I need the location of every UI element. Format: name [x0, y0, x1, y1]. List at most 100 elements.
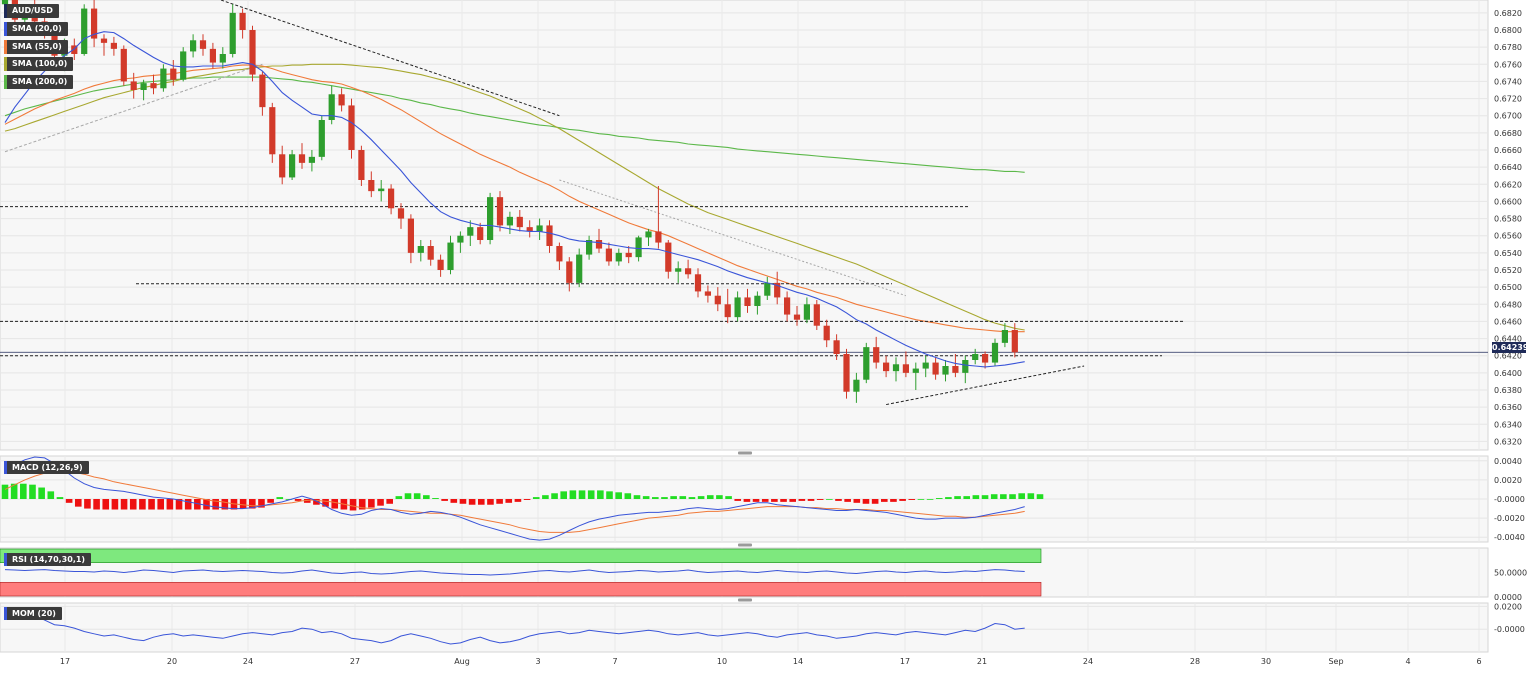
instrument-swatch	[4, 4, 7, 18]
candle-body	[160, 68, 167, 89]
macd-histogram-bar	[734, 499, 742, 501]
x-tick-label: 17	[900, 657, 910, 666]
candle-body	[942, 366, 949, 375]
macd-histogram-bar	[38, 487, 45, 499]
x-tick-label: 3	[535, 657, 540, 666]
macd-tick-label: -0.0020	[1494, 514, 1525, 523]
candle-body	[803, 304, 810, 320]
macd-histogram-bar	[798, 499, 806, 501]
macd-histogram-bar	[615, 492, 622, 499]
candle-body	[140, 83, 147, 90]
pane-separator-handle-1[interactable]	[738, 543, 752, 547]
macd-histogram-bar	[358, 499, 366, 510]
macd-histogram-bar	[761, 499, 769, 502]
candle-body	[427, 246, 434, 260]
macd-histogram-bar	[139, 499, 146, 510]
candle-body	[150, 83, 157, 89]
sma100-label: SMA (100,0)	[12, 59, 68, 68]
macd-histogram-bar	[697, 496, 705, 499]
rsi-tag[interactable]: RSI (14,70,30,1)	[4, 553, 92, 566]
x-tick-label: Aug	[454, 657, 470, 666]
macd-histogram-bar	[505, 499, 513, 503]
candle-body	[902, 364, 909, 373]
macd-histogram-bar	[569, 490, 577, 499]
macd-histogram-bar	[166, 499, 174, 510]
macd-histogram-bar	[377, 499, 384, 506]
macd-histogram-bar	[395, 496, 403, 499]
candle-body	[496, 197, 504, 226]
candle-body	[566, 261, 573, 283]
macd-histogram-bar	[597, 490, 604, 499]
macd-histogram-bar	[450, 499, 458, 503]
candle-body	[209, 48, 216, 63]
candle-body	[437, 259, 444, 270]
macd-histogram-bar	[771, 499, 778, 502]
macd-histogram-bar	[221, 499, 229, 510]
macd-histogram-bar	[816, 499, 824, 500]
candle-body	[477, 227, 484, 240]
price-tick-label: 0.6500	[1494, 283, 1522, 292]
pane-mom	[0, 602, 1489, 653]
candle-body	[883, 362, 890, 372]
candle-body	[308, 156, 315, 163]
macd-histogram-bar	[789, 499, 796, 502]
sma55-tag[interactable]: SMA (55,0)	[4, 40, 68, 54]
rsi-line	[4, 569, 1025, 576]
macd-histogram-bar	[29, 484, 36, 499]
candle-body	[1, 0, 9, 5]
macd-histogram-bar	[624, 493, 632, 499]
candle-body	[714, 295, 721, 305]
macd-histogram-bar	[239, 499, 247, 509]
candle-body	[595, 240, 603, 249]
macd-histogram-bar	[276, 497, 284, 499]
macd-histogram-bar	[826, 499, 833, 500]
instrument-tag[interactable]: AUD/USD	[4, 4, 59, 18]
macd-histogram-bar	[129, 499, 137, 510]
macd-histogram-bar	[706, 495, 714, 499]
candle-body	[239, 12, 246, 30]
macd-histogram-bar	[313, 499, 320, 505]
macd-histogram-bar	[74, 499, 82, 507]
macd-histogram-bar	[1027, 493, 1035, 499]
candle-body	[259, 74, 266, 108]
candle-body	[635, 237, 642, 258]
x-tick-label: 6	[1476, 657, 1481, 666]
macd-histogram-bar	[267, 499, 274, 503]
sma20-swatch	[4, 22, 7, 36]
candle-body	[576, 254, 583, 283]
macd-histogram-bar	[404, 493, 412, 499]
sma100-tag[interactable]: SMA (100,0)	[4, 57, 74, 71]
candle-body	[536, 225, 543, 232]
pane-separator-handle-0[interactable]	[738, 451, 752, 455]
macd-histogram-bar	[551, 493, 558, 499]
candle-body	[71, 45, 78, 54]
sma100-line	[4, 63, 1025, 331]
candle-body	[91, 8, 98, 39]
trendline-3	[886, 365, 1085, 406]
x-tick-label: 30	[1261, 657, 1271, 666]
candle-body	[546, 225, 553, 246]
macd-histogram-bar	[880, 499, 888, 502]
macd-histogram-bar	[20, 483, 27, 499]
macd-histogram-bar	[560, 491, 568, 499]
candle-body	[487, 197, 494, 240]
candle-body	[526, 227, 533, 232]
rsi-oversold-band	[0, 581, 1042, 597]
candle-body	[1011, 330, 1018, 353]
x-tick-label: 10	[717, 657, 727, 666]
mom-tag[interactable]: MOM (20)	[4, 607, 62, 620]
macd-tag[interactable]: MACD (12,26,9)	[4, 461, 89, 474]
candle-body	[180, 51, 187, 80]
sma20-tag[interactable]: SMA (20,0)	[4, 22, 68, 36]
sma200-tag[interactable]: SMA (200,0)	[4, 75, 74, 89]
pane-separator-handle-2[interactable]	[738, 598, 752, 602]
candle-body	[318, 120, 325, 157]
macd-histogram-bar	[835, 499, 842, 501]
price-tick-label: 0.6400	[1494, 369, 1522, 378]
candle-body	[556, 246, 563, 262]
candle-body	[378, 188, 385, 192]
macd-histogram-bar	[972, 495, 980, 499]
rsi-tick-label: 50.0000	[1494, 569, 1527, 578]
candle-body	[813, 304, 820, 326]
